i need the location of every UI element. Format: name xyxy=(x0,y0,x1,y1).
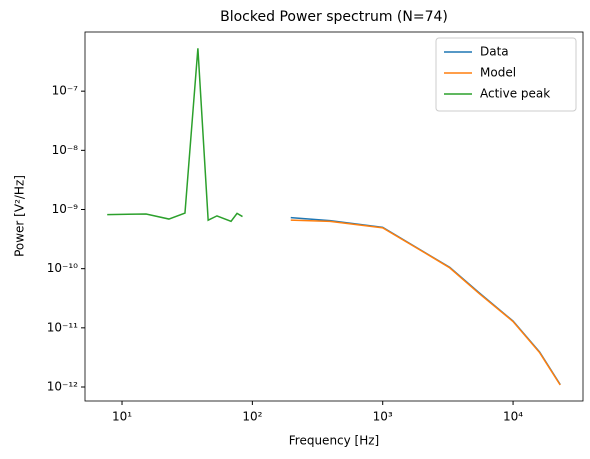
legend-label: Model xyxy=(480,66,516,80)
y-tick-label: 10⁻¹⁰ xyxy=(47,261,78,275)
series-line xyxy=(107,48,243,223)
x-tick-label: 10³ xyxy=(373,410,393,424)
x-tick-label: 10⁴ xyxy=(503,410,523,424)
y-tick-label: 10⁻⁷ xyxy=(52,84,79,98)
y-tick-label: 10⁻¹² xyxy=(47,380,78,394)
series-line xyxy=(290,216,561,385)
legend-label: Active peak xyxy=(480,87,550,101)
y-tick-label: 10⁻⁹ xyxy=(52,202,79,216)
plot-frame xyxy=(84,31,584,402)
legend-label: Data xyxy=(480,45,509,59)
x-tick-label: 10² xyxy=(242,410,262,424)
y-axis-label: Power [V²/Hz] xyxy=(13,175,27,257)
y-tick-label: 10⁻⁸ xyxy=(52,143,79,157)
series-line xyxy=(290,219,561,386)
x-tick-label: 10¹ xyxy=(112,410,132,424)
chart-title: Blocked Power spectrum (N=74) xyxy=(220,9,448,25)
y-tick-label: 10⁻¹¹ xyxy=(47,320,78,334)
legend-box xyxy=(435,37,577,112)
x-axis-label: Frequency [Hz] xyxy=(289,434,380,448)
